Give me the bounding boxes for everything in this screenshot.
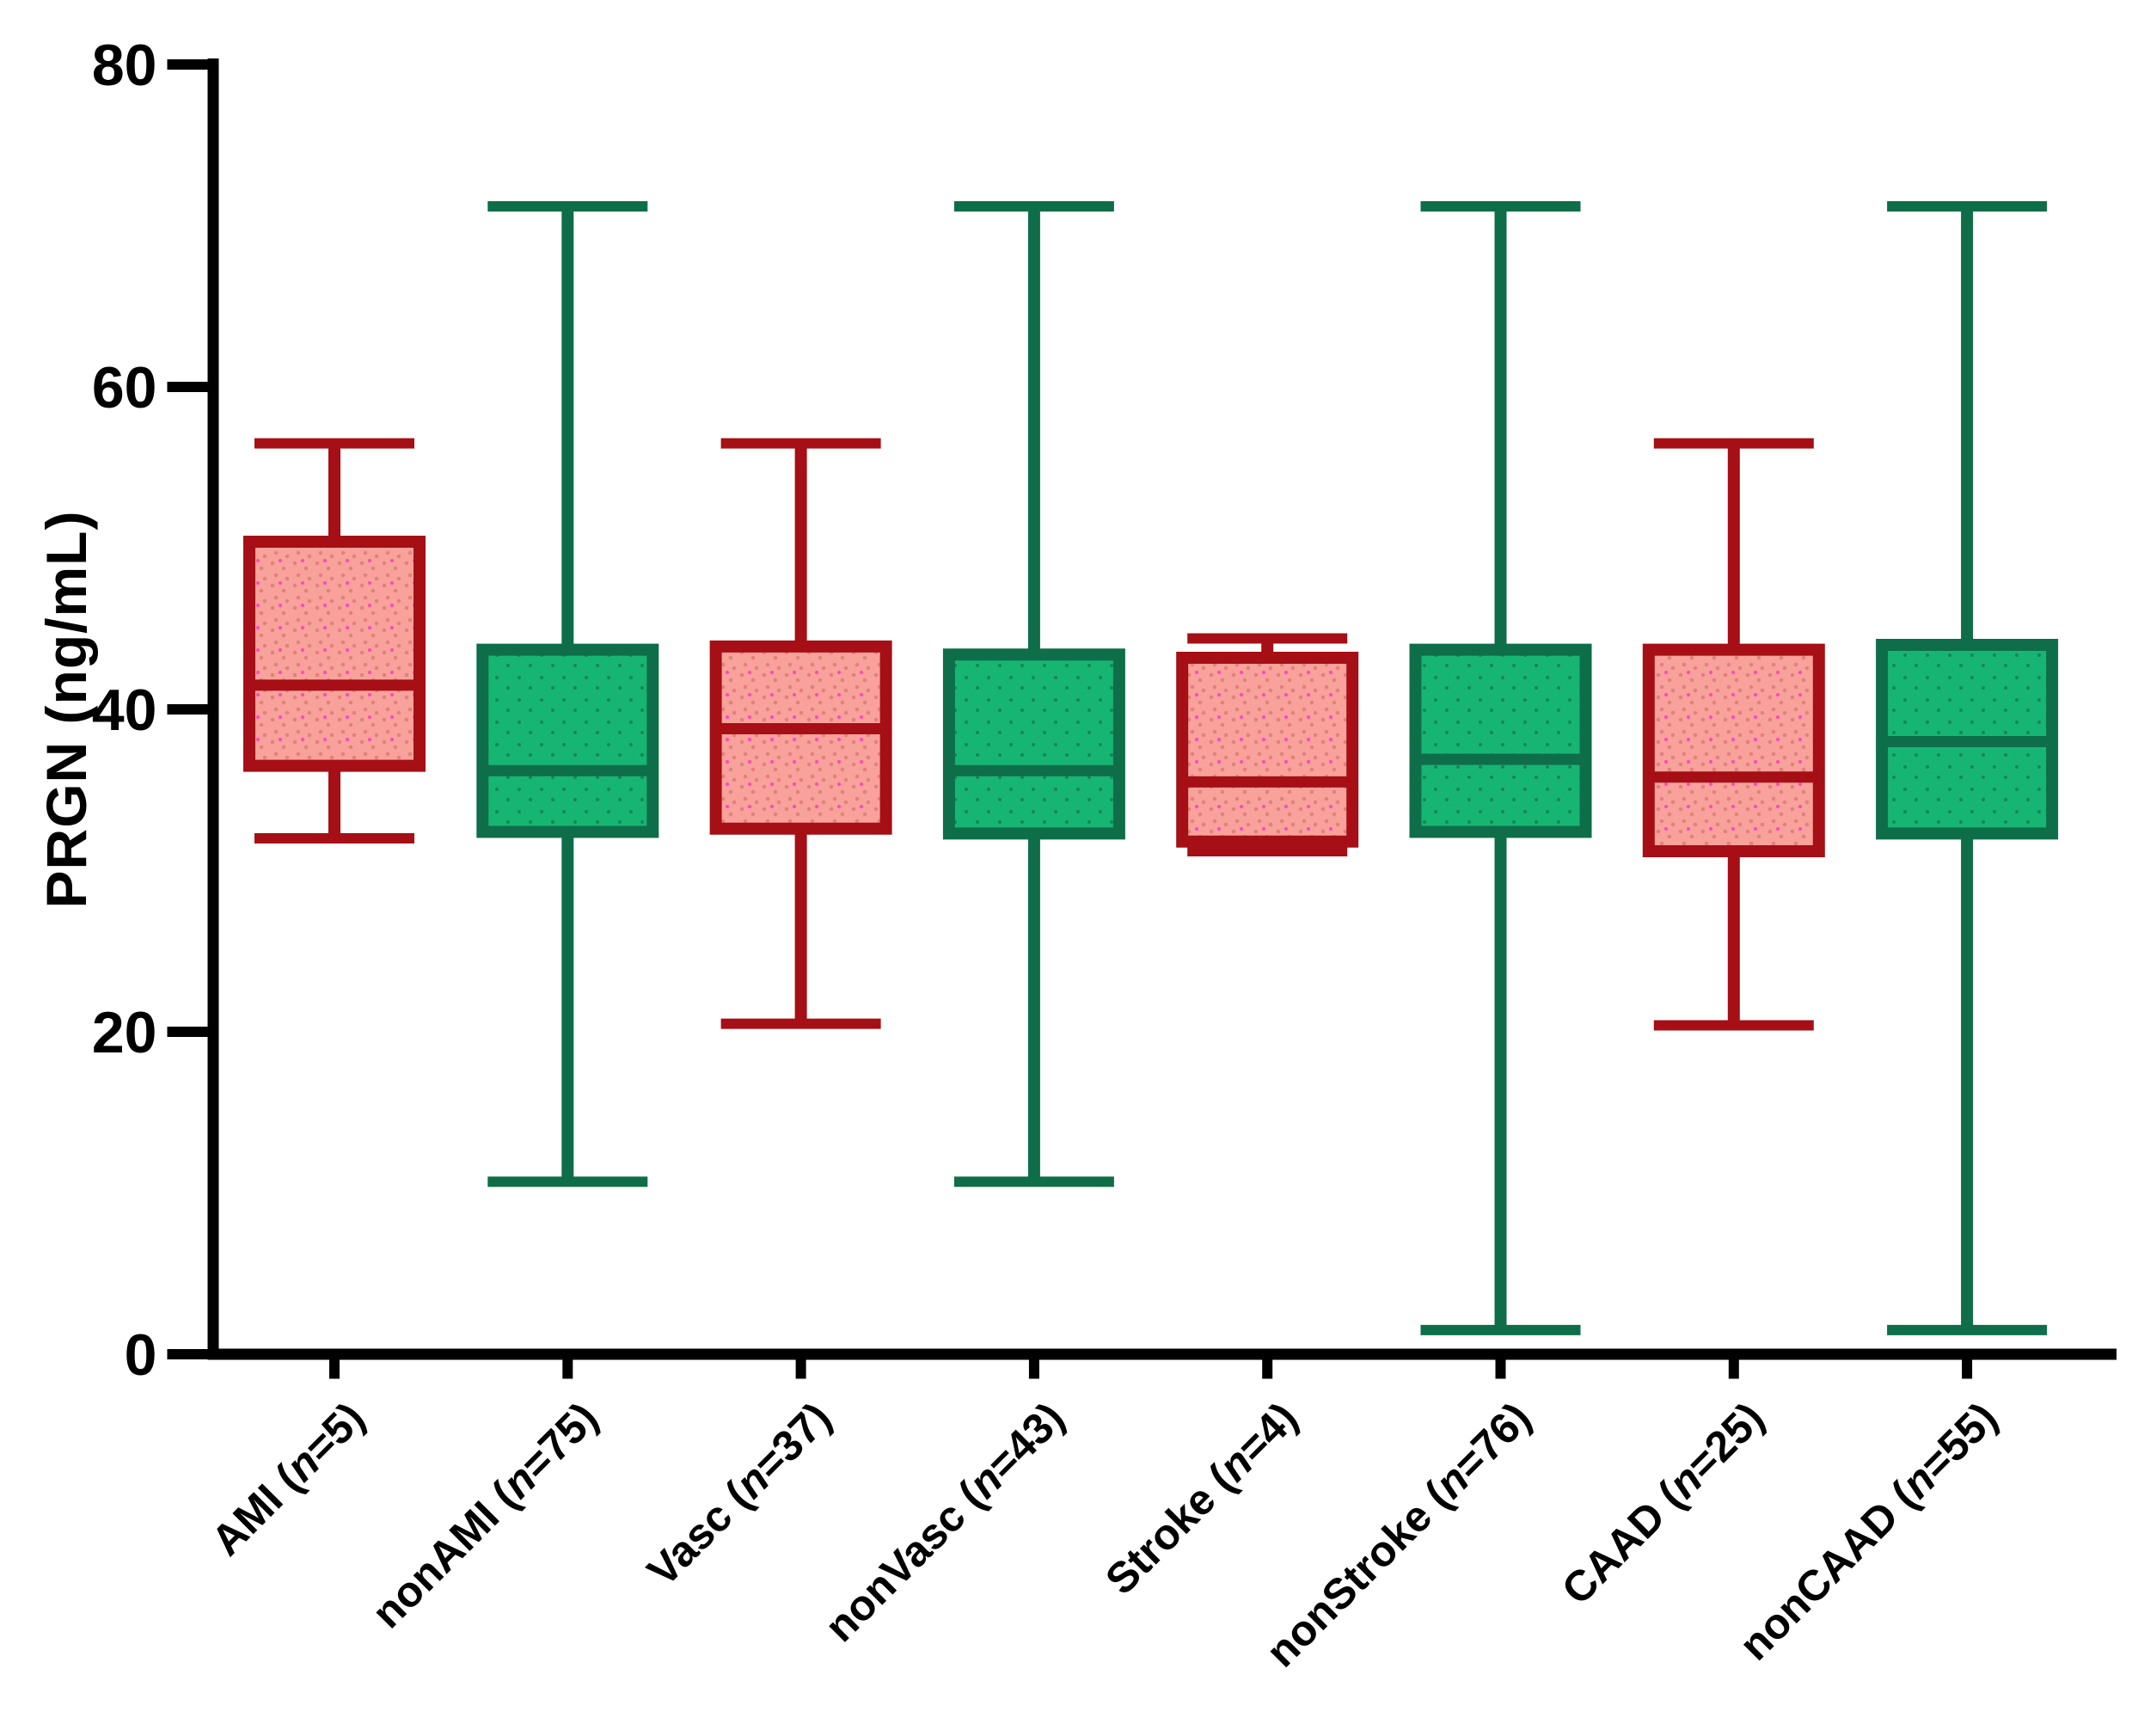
boxplot-AMI: AMI (n=5) <box>202 438 426 1565</box>
boxplot-nonAMI: nonAMI (n=75) <box>363 201 659 1637</box>
x-tick-AMI <box>329 1359 340 1379</box>
boxplot-nonStroke: nonStroke (n=76) <box>1257 201 1592 1677</box>
y-tick-label-60: 60 <box>92 355 157 420</box>
iqr-box <box>1176 652 1359 848</box>
x-category-label-nonAMI: nonAMI (n=75) <box>363 1393 607 1637</box>
x-category-label-nonStroke: nonStroke (n=76) <box>1257 1393 1540 1676</box>
y-tick-label-40: 40 <box>92 678 157 743</box>
boxplot-Vasc: Vasc (n=37) <box>638 438 892 1595</box>
x-category-label-AMI: AMI (n=5) <box>202 1393 374 1565</box>
x-category-label-Stroke: Stroke (n=4) <box>1096 1393 1307 1604</box>
iqr-box <box>1409 643 1592 838</box>
boxplot-nonCAAD: nonCAAD (n=55) <box>1730 201 2059 1670</box>
x-category-label-CAAD: CAAD (n=25) <box>1553 1393 1774 1614</box>
x-tick-Stroke <box>1262 1359 1273 1379</box>
x-category-label-nonVasc: nonVasc (n=43) <box>816 1393 1074 1651</box>
y-tick-label-20: 20 <box>92 1000 157 1065</box>
y-tick-label-0: 0 <box>125 1322 157 1388</box>
boxplot-Stroke: Stroke (n=4) <box>1096 633 1359 1604</box>
x-tick-CAAD <box>1728 1359 1739 1379</box>
x-tick-nonAMI <box>562 1359 573 1379</box>
x-tick-nonStroke <box>1495 1359 1506 1379</box>
x-category-label-Vasc: Vasc (n=37) <box>638 1393 840 1595</box>
x-tick-nonVasc <box>1028 1359 1039 1379</box>
iqr-box <box>476 643 659 838</box>
x-tick-nonCAAD <box>1962 1359 1973 1379</box>
y-tick-label-80: 80 <box>92 33 157 98</box>
boxplot-nonVasc: nonVasc (n=43) <box>816 201 1125 1651</box>
boxplot-CAAD: CAAD (n=25) <box>1553 438 1825 1614</box>
iqr-box <box>1642 643 1825 857</box>
iqr-box <box>942 648 1125 840</box>
y-axis-title: PRGN (ng/mL) <box>34 511 98 909</box>
x-tick-Vasc <box>795 1359 806 1379</box>
plot-area: 0 20 40 60 80 AMI (n=5)nonAMI (n=75)Vasc (n=3… <box>92 33 2117 1677</box>
iqr-box <box>709 640 892 835</box>
x-category-label-nonCAAD: nonCAAD (n=55) <box>1730 1393 2006 1669</box>
iqr-box <box>243 536 426 772</box>
